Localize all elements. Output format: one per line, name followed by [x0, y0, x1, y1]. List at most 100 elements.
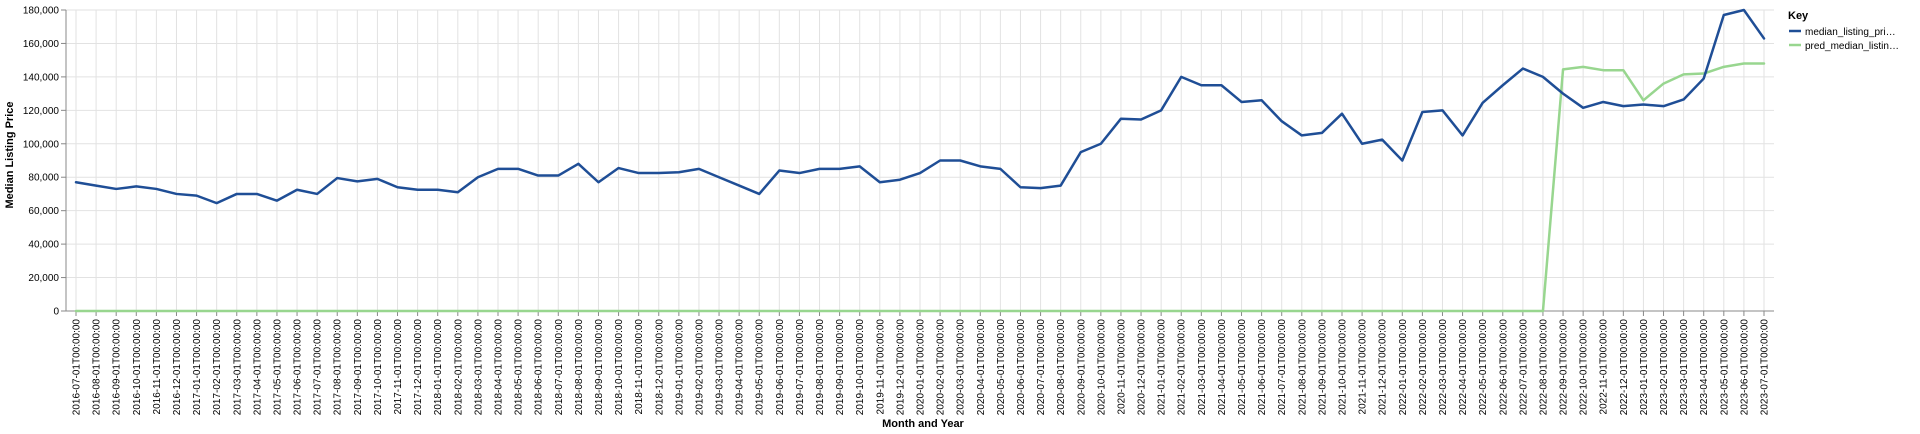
x-tick-label: 2022-01-01T00:00:00: [1398, 319, 1409, 416]
x-tick-label: 2022-02-01T00:00:00: [1418, 319, 1429, 416]
x-tick-label: 2016-12-01T00:00:00: [172, 319, 183, 416]
x-tick-label: 2020-07-01T00:00:00: [1036, 319, 1047, 416]
x-tick-label: 2020-02-01T00:00:00: [936, 319, 947, 416]
x-tick-label: 2018-08-01T00:00:00: [574, 319, 585, 416]
x-tick-label: 2017-04-01T00:00:00: [252, 319, 263, 416]
x-tick-label: 2016-11-01T00:00:00: [152, 319, 163, 415]
x-tick-label: 2020-06-01T00:00:00: [1016, 319, 1027, 416]
x-tick-label: 2021-06-01T00:00:00: [1257, 319, 1268, 416]
y-axis-title: Median Listing Price: [4, 102, 16, 209]
x-tick-label: 2018-07-01T00:00:00: [554, 319, 565, 416]
x-tick-label: 2021-07-01T00:00:00: [1277, 319, 1288, 416]
x-tick-label: 2019-07-01T00:00:00: [795, 319, 806, 416]
x-tick-label: 2019-03-01T00:00:00: [715, 319, 726, 416]
x-tick-label: 2017-10-01T00:00:00: [373, 319, 384, 416]
x-tick-label: 2017-09-01T00:00:00: [353, 319, 364, 416]
x-tick-label: 2017-01-01T00:00:00: [192, 319, 203, 416]
y-tick-label: 40,000: [28, 240, 59, 251]
x-tick-label: 2021-09-01T00:00:00: [1317, 319, 1328, 416]
x-tick-label: 2017-06-01T00:00:00: [293, 319, 304, 416]
x-axis: 2016-07-01T00:00:00 2016-08-01T00:00:00 20…: [66, 310, 1774, 416]
x-tick-label: 2017-11-01T00:00:00: [393, 319, 404, 415]
x-tick-label: 2019-11-01T00:00:00: [875, 319, 886, 415]
y-tick-label: 20,000: [28, 273, 59, 284]
x-tick-label: 2019-01-01T00:00:00: [674, 319, 685, 416]
x-tick-label: 2019-02-01T00:00:00: [694, 319, 705, 416]
x-tick-label: 2020-03-01T00:00:00: [956, 319, 967, 416]
grid-lines: [66, 9, 1774, 312]
x-tick-label: 2022-03-01T00:00:00: [1438, 319, 1449, 416]
x-tick-label: 2017-07-01T00:00:00: [313, 319, 324, 416]
x-tick-label: 2017-08-01T00:00:00: [333, 319, 344, 416]
x-tick-label: 2021-08-01T00:00:00: [1297, 319, 1308, 416]
x-tick-label: 2020-08-01T00:00:00: [1056, 319, 1067, 416]
y-tick-label: 180,000: [23, 6, 60, 17]
x-tick-label: 2018-10-01T00:00:00: [614, 319, 625, 416]
x-tick-label: 2019-10-01T00:00:00: [855, 319, 866, 416]
x-tick-label: 2022-09-01T00:00:00: [1559, 319, 1570, 416]
x-tick-label: 2020-12-01T00:00:00: [1137, 319, 1148, 416]
x-tick-label: 2023-03-01T00:00:00: [1679, 319, 1690, 416]
legend: Key median_listing_pri… pred_median_list…: [1788, 10, 1899, 52]
x-tick-label: 2020-09-01T00:00:00: [1076, 319, 1087, 416]
x-tick-label: 2022-06-01T00:00:00: [1498, 319, 1509, 416]
legend-label-pred: pred_median_listin…: [1805, 41, 1899, 52]
x-tick-label: 2023-07-01T00:00:00: [1760, 319, 1771, 416]
y-tick-label: 160,000: [23, 39, 60, 50]
x-tick-label: 2020-04-01T00:00:00: [976, 319, 987, 416]
y-tick-label: 140,000: [23, 72, 60, 83]
x-tick-label: 2022-07-01T00:00:00: [1518, 319, 1529, 416]
x-tick-label: 2023-01-01T00:00:00: [1639, 319, 1650, 416]
x-tick-label: 2020-05-01T00:00:00: [996, 319, 1007, 416]
x-tick-label: 2018-01-01T00:00:00: [433, 319, 444, 416]
x-tick-label: 2021-05-01T00:00:00: [1237, 319, 1248, 416]
x-tick-label: 2018-04-01T00:00:00: [494, 319, 505, 416]
x-tick-label: 2017-05-01T00:00:00: [272, 319, 283, 416]
y-tick-label: 120,000: [23, 106, 60, 117]
x-tick-label: 2018-06-01T00:00:00: [534, 319, 545, 416]
x-tick-label: 2019-05-01T00:00:00: [755, 319, 766, 416]
y-tick-label: 80,000: [28, 173, 59, 184]
x-tick-label: 2021-04-01T00:00:00: [1217, 319, 1228, 416]
x-tick-label: 2016-08-01T00:00:00: [92, 319, 103, 416]
y-tick-label: 0: [53, 307, 59, 318]
x-tick-label: 2019-04-01T00:00:00: [735, 319, 746, 416]
legend-title: Key: [1788, 10, 1809, 22]
x-tick-label: 2020-01-01T00:00:00: [916, 319, 927, 416]
x-tick-label: 2021-12-01T00:00:00: [1378, 319, 1389, 416]
x-tick-label: 2022-08-01T00:00:00: [1538, 319, 1549, 416]
x-tick-label: 2019-09-01T00:00:00: [835, 319, 846, 416]
x-tick-label: 2016-09-01T00:00:00: [112, 319, 123, 416]
x-tick-label: 2018-12-01T00:00:00: [654, 319, 665, 416]
legend-label-median: median_listing_pri…: [1805, 27, 1896, 38]
x-tick-label: 2018-02-01T00:00:00: [453, 319, 464, 416]
x-tick-label: 2018-03-01T00:00:00: [473, 319, 484, 416]
x-tick-label: 2021-10-01T00:00:00: [1338, 319, 1349, 416]
x-tick-label: 2022-04-01T00:00:00: [1458, 319, 1469, 416]
x-tick-label: 2017-12-01T00:00:00: [413, 319, 424, 416]
x-tick-label: 2022-10-01T00:00:00: [1579, 319, 1590, 416]
x-tick-label: 2023-06-01T00:00:00: [1739, 319, 1750, 416]
x-tick-label: 2019-08-01T00:00:00: [815, 319, 826, 416]
x-tick-label: 2018-09-01T00:00:00: [594, 319, 605, 416]
x-tick-label: 2017-03-01T00:00:00: [232, 319, 243, 416]
y-tick-label: 100,000: [23, 139, 60, 150]
x-tick-label: 2019-12-01T00:00:00: [895, 319, 906, 416]
series-layer: [74, 8, 1766, 313]
x-tick-label: 2016-07-01T00:00:00: [72, 319, 83, 416]
x-tick-label: 2023-04-01T00:00:00: [1699, 319, 1710, 416]
x-tick-label: 2023-05-01T00:00:00: [1719, 319, 1730, 416]
x-tick-label: 2021-11-01T00:00:00: [1358, 319, 1369, 415]
x-tick-label: 2018-05-01T00:00:00: [514, 319, 525, 416]
x-tick-label: 2021-01-01T00:00:00: [1157, 319, 1168, 416]
series-line-median: [74, 8, 1766, 205]
x-tick-label: 2018-11-01T00:00:00: [634, 319, 645, 415]
x-tick-label: 2016-10-01T00:00:00: [132, 319, 143, 416]
x-tick-label: 2022-11-01T00:00:00: [1599, 319, 1610, 415]
x-tick-label: 2017-02-01T00:00:00: [212, 319, 223, 416]
x-tick-label: 2020-10-01T00:00:00: [1096, 319, 1107, 416]
series-line-pred: [74, 62, 1766, 313]
x-tick-label: 2019-06-01T00:00:00: [775, 319, 786, 416]
x-tick-label: 2020-11-01T00:00:00: [1116, 319, 1127, 415]
